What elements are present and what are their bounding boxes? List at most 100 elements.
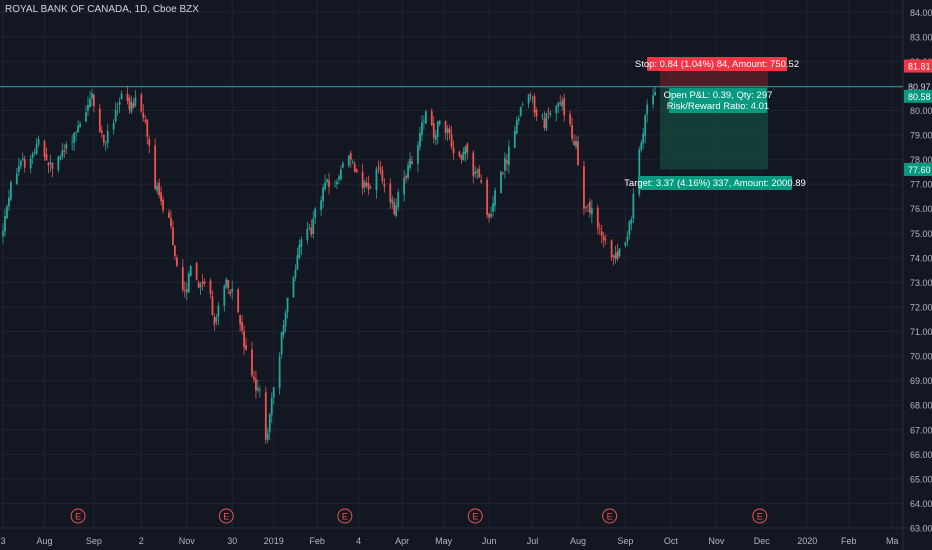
x-tick-label: 4: [356, 536, 361, 546]
candle: [521, 102, 524, 107]
candle-body: [75, 132, 78, 134]
candle: [43, 139, 46, 161]
candle: [490, 206, 492, 219]
candle: [328, 172, 330, 195]
candle-body: [225, 279, 228, 288]
candle: [197, 280, 200, 289]
x-tick-label: 30: [227, 536, 237, 546]
candle-body: [438, 120, 441, 124]
x-tick-label: Oct: [664, 536, 679, 546]
candle-body: [294, 269, 297, 278]
candle-body: [116, 107, 119, 109]
candle-body: [377, 165, 380, 167]
stop-label[interactable]: Stop: 0.84 (1.04%) 84, Amount: 750.52: [635, 57, 799, 71]
candle: [266, 427, 269, 444]
candle-body: [557, 102, 560, 107]
y-tick-label: 77.00: [910, 180, 932, 190]
candle: [652, 88, 655, 109]
price-badge-label: 80.58: [908, 92, 931, 102]
candle-body: [181, 267, 184, 290]
time-axis[interactable]: 3 Aug Sep 2 Nov 30 2019 Feb 4 Apr May Jun Jul Aug Sep O…: [0, 536, 898, 546]
candle-body: [379, 167, 382, 171]
candle-body: [85, 112, 87, 122]
candle: [395, 198, 398, 218]
candle: [59, 154, 62, 161]
candle-body: [395, 205, 398, 216]
candle-body: [533, 96, 536, 113]
candle-body: [417, 145, 419, 164]
candle-body: [541, 115, 544, 117]
price-axis[interactable]: 63.00 64.00 65.00 66.00 67.00 68.00 69.00 70.00…: [904, 8, 932, 534]
candle-body: [144, 120, 147, 122]
candle: [642, 127, 645, 150]
candle: [478, 165, 481, 178]
candle-body: [474, 171, 477, 174]
earnings-marker[interactable]: E: [337, 508, 353, 524]
candle-body: [630, 219, 633, 224]
y-tick-label: 78.00: [910, 155, 932, 165]
y-tick-label: 63.00: [910, 524, 932, 534]
candle: [282, 319, 285, 339]
target-label[interactable]: Target: 3.37 (4.16%) 337, Amount: 2000.8…: [624, 176, 806, 190]
candle: [588, 198, 591, 218]
earnings-marker[interactable]: E: [218, 508, 234, 524]
earnings-marker[interactable]: E: [602, 508, 618, 524]
earnings-marker[interactable]: E: [467, 508, 483, 524]
candle-body: [306, 229, 309, 241]
candle-body: [476, 170, 479, 173]
candle: [49, 154, 52, 173]
candle-body: [367, 183, 370, 190]
candle: [294, 264, 297, 281]
candle-body: [284, 312, 287, 327]
candle-body: [488, 213, 490, 218]
candle: [434, 130, 437, 146]
candle-body: [106, 130, 109, 144]
earnings-marker[interactable]: E: [752, 508, 768, 524]
candle: [132, 98, 135, 109]
x-tick-label: Aug: [570, 536, 586, 546]
candle: [616, 243, 619, 262]
candle-body: [561, 101, 564, 107]
position-labels[interactable]: Stop: 0.84 (1.04%) 84, Amount: 750.52 Tar…: [624, 57, 806, 190]
candle: [306, 221, 309, 245]
candle-body: [585, 206, 587, 208]
candle-body: [434, 135, 437, 140]
y-tick-label: 69.00: [910, 376, 932, 386]
earnings-marker[interactable]: E: [70, 508, 86, 524]
candle: [237, 287, 240, 314]
candle: [411, 156, 413, 165]
candle-body: [310, 227, 313, 235]
candle-body: [33, 151, 36, 153]
candle: [446, 125, 449, 141]
candle-body: [4, 216, 6, 232]
candle: [57, 155, 60, 173]
candle-body: [229, 291, 232, 295]
candle: [573, 134, 575, 146]
candle: [436, 120, 439, 145]
candle: [268, 412, 271, 441]
candle: [35, 137, 38, 155]
candle: [614, 245, 617, 264]
candle-body: [61, 150, 64, 157]
candle: [322, 184, 325, 209]
candle-body: [614, 252, 617, 260]
candle: [8, 189, 10, 212]
candle: [494, 187, 496, 212]
candle-body: [517, 118, 520, 121]
y-tick-label: 80.00: [910, 106, 932, 116]
candle: [65, 141, 68, 155]
candle-body: [187, 273, 190, 292]
candle: [102, 134, 105, 147]
x-tick-label: May: [435, 536, 453, 546]
earnings-circle: [70, 508, 86, 524]
candle-body: [19, 160, 22, 167]
candle: [118, 97, 121, 114]
candle-body: [215, 317, 218, 322]
candle-body: [120, 93, 123, 100]
candle: [430, 108, 433, 126]
candle: [31, 151, 34, 165]
